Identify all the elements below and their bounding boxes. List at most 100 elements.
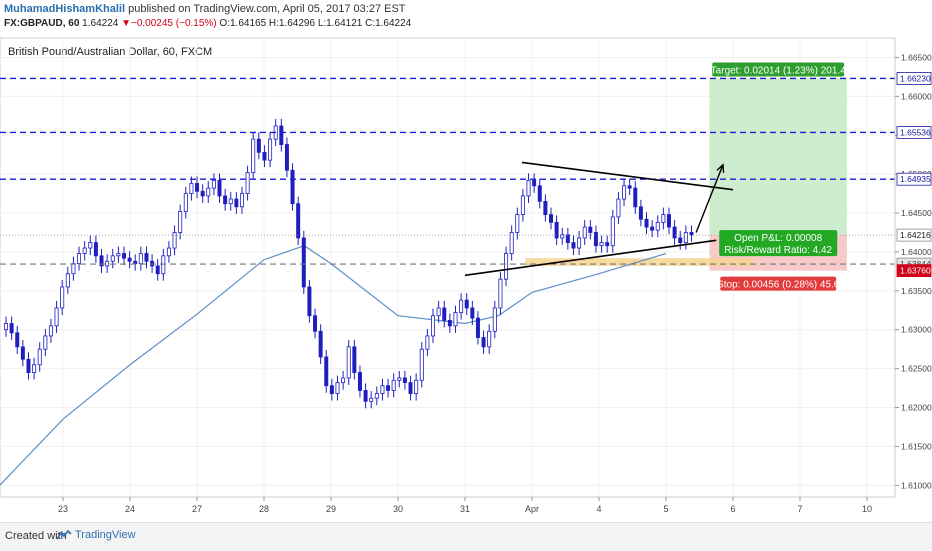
candle-body — [616, 198, 621, 218]
entry-label-box — [719, 230, 838, 257]
price-chart[interactable]: British Pound/Australian Dollar, 60, FXC… — [0, 0, 932, 522]
time-tick-label: 30 — [393, 504, 403, 514]
candles — [4, 118, 694, 409]
candle — [77, 246, 82, 271]
candle — [599, 235, 604, 253]
time-tick-label: 10 — [862, 504, 872, 514]
candle-body — [183, 193, 188, 212]
candle — [251, 132, 256, 180]
candle — [481, 330, 486, 354]
candle-body — [99, 255, 104, 267]
candle — [397, 370, 402, 388]
symbol-line: FX:GBPAUD, 60 1.64224 ▼−0.00245 (−0.15%)… — [4, 18, 411, 29]
candle-body — [43, 335, 48, 350]
candle-body — [110, 255, 115, 262]
candle-body — [475, 317, 480, 338]
price-level-tag-box — [896, 72, 932, 85]
candle-body — [20, 346, 25, 360]
candle-body — [582, 226, 587, 239]
candle-body — [627, 185, 632, 189]
candle — [296, 196, 301, 245]
candle-body — [453, 312, 458, 327]
candle-body — [633, 187, 638, 208]
candle-body — [279, 125, 284, 145]
candle-body — [82, 247, 87, 254]
candle — [4, 316, 9, 337]
candle-body — [638, 206, 643, 220]
projection-arrow-line — [695, 164, 724, 233]
tradingview-link[interactable]: TradingView — [56, 529, 136, 541]
candle — [487, 324, 492, 354]
candle-body — [526, 179, 531, 197]
candle — [644, 212, 649, 235]
candle-body — [15, 332, 20, 348]
trend-lines — [464, 161, 734, 277]
candle-body — [470, 307, 475, 319]
price-tick-label: 1.61500 — [901, 441, 932, 451]
candle — [622, 178, 627, 207]
candle-body — [577, 237, 582, 249]
candle — [374, 386, 379, 406]
candle — [548, 207, 553, 230]
candle — [32, 357, 37, 380]
candle-body — [32, 364, 37, 373]
candle-body — [464, 299, 469, 309]
candle — [9, 316, 14, 340]
candle — [504, 246, 509, 287]
candle — [256, 132, 261, 160]
candle-body — [234, 198, 239, 208]
candle — [200, 184, 205, 203]
candle-body — [369, 397, 374, 402]
candle — [537, 178, 542, 209]
time-axis[interactable]: 23 24 27 28 29 30 31 Apr 4 5 6 7 10 — [0, 496, 895, 514]
entry-label-text: Open P&L: 0.00008 — [734, 233, 822, 244]
candle-body — [48, 325, 53, 337]
candle — [638, 199, 643, 227]
candle-body — [37, 348, 42, 366]
candle — [352, 339, 357, 380]
candle-body — [554, 221, 559, 239]
candle — [475, 311, 480, 345]
price-tick-label: 1.64000 — [901, 247, 932, 257]
candle — [408, 375, 413, 401]
price-axis[interactable]: 1.665001.660001.655001.650001.645001.640… — [894, 38, 932, 497]
candle-body — [88, 242, 93, 249]
candle — [386, 378, 391, 398]
price-tick-label: 1.61000 — [901, 480, 932, 490]
candle-body — [487, 330, 492, 348]
candle-body — [217, 179, 222, 197]
author-name[interactable]: MuhamadHishamKhalil — [4, 3, 126, 15]
price-tick-label: 1.63000 — [901, 325, 932, 335]
candle-body — [655, 221, 660, 231]
price-level-tag-text: 1.63844 — [900, 259, 931, 269]
candle-body — [689, 232, 694, 236]
candle — [683, 225, 688, 250]
candle — [262, 145, 267, 168]
candle-body — [442, 307, 447, 321]
candle — [605, 235, 610, 253]
candle — [116, 246, 121, 263]
candle-body — [425, 335, 430, 350]
candle-body — [335, 382, 340, 394]
candle-body — [678, 237, 683, 244]
price-tick-label: 1.66500 — [901, 52, 932, 62]
candle-body — [200, 190, 205, 197]
candle — [515, 207, 520, 240]
candle-body — [239, 193, 244, 208]
candle-body — [357, 372, 362, 391]
entry-label-text: Risk/Reward Ratio: 4.42 — [724, 245, 832, 256]
candle — [318, 324, 323, 364]
candle — [492, 300, 497, 339]
candle-body — [650, 226, 655, 231]
candle-body — [211, 179, 216, 189]
candle-body — [71, 263, 76, 275]
candle-body — [127, 257, 132, 262]
candle-body — [672, 226, 677, 239]
candle-body — [105, 260, 110, 267]
candle-body — [492, 307, 497, 332]
candle — [172, 225, 177, 256]
candle-body — [565, 234, 570, 244]
time-tick-label: 23 — [58, 504, 68, 514]
candle — [464, 293, 469, 315]
candle — [121, 246, 126, 266]
